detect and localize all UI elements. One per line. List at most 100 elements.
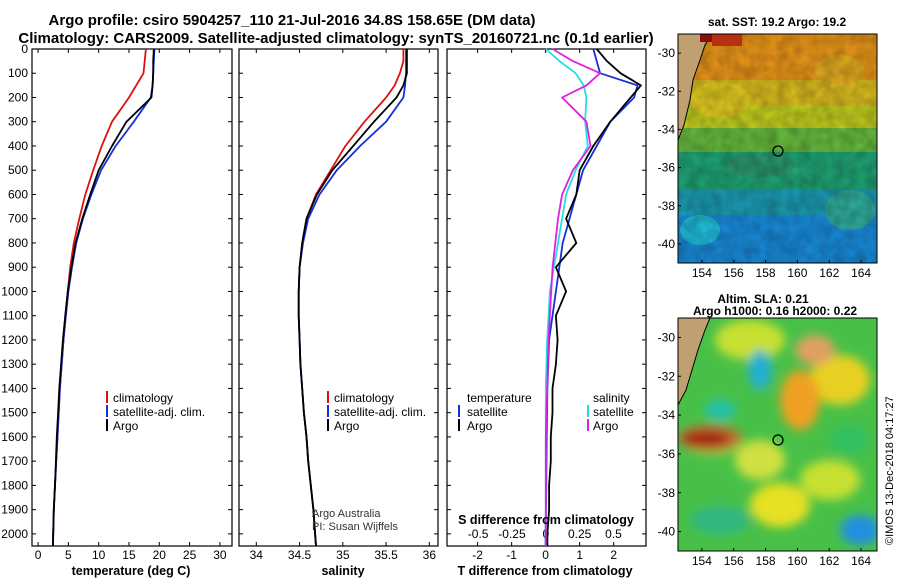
x-tick-label: 10 bbox=[92, 548, 106, 562]
map-lat-tick-label: -38 bbox=[658, 486, 676, 500]
sla-map-title-2: Argo h1000: 0.16 h2000: 0.22 bbox=[693, 304, 857, 318]
depth-tick-label: 1600 bbox=[1, 430, 28, 444]
s-diff-tick-label: -0.25 bbox=[498, 527, 526, 541]
depth-tick-label: 600 bbox=[8, 187, 28, 201]
imos-stamp: ©IMOS 13-Dec-2018 04:17:27 bbox=[884, 396, 896, 545]
map-lat-tick-label: -36 bbox=[658, 161, 676, 175]
map-lon-tick-label: 156 bbox=[724, 266, 744, 280]
salinity-panel bbox=[238, 48, 439, 547]
differences-from-climatology-salinity-argo-line bbox=[544, 48, 601, 546]
credit-line-1: Argo Australia bbox=[312, 508, 381, 520]
depth-tick-label: 1100 bbox=[2, 309, 28, 323]
s-difference-axis-label: S difference from climatology bbox=[458, 513, 634, 527]
svg-text:climatology: climatology bbox=[334, 391, 394, 405]
temperature-axis-label: temperature (deg C) bbox=[72, 564, 191, 578]
map-tick-labels: 154 156 158 160 162 164 -30 -32 -34 -36 -38 -40 154 1… bbox=[658, 46, 872, 568]
t-difference-axis-label: T difference from climatology bbox=[457, 564, 632, 578]
svg-text:satellite-adj. clim.: satellite-adj. clim. bbox=[113, 405, 205, 419]
x-tick-label: 0 bbox=[35, 548, 42, 562]
depth-tick-label: 0 bbox=[21, 42, 28, 56]
x-tick-label: 1 bbox=[576, 548, 583, 562]
salinity-profile-argo-line bbox=[297, 49, 408, 547]
map-lon-tick-label: 158 bbox=[756, 554, 776, 568]
map-lat-tick-label: -32 bbox=[658, 84, 676, 98]
svg-text:Argo: Argo bbox=[113, 419, 139, 433]
x-tick-label: 2 bbox=[610, 548, 617, 562]
depth-tick-label: 1700 bbox=[1, 454, 28, 468]
x-tick-label: -2 bbox=[472, 548, 483, 562]
depth-tick-label: 800 bbox=[8, 236, 28, 250]
map-lon-tick-label: 160 bbox=[787, 266, 807, 280]
map-lon-tick-label: 154 bbox=[692, 266, 712, 280]
differences-from-climatology-temperature-argo-line bbox=[546, 48, 642, 546]
map-lon-tick-label: 154 bbox=[692, 554, 712, 568]
salinity-axis-label: salinity bbox=[321, 564, 364, 578]
depth-tick-label: 1400 bbox=[1, 381, 28, 395]
map-lon-tick-label: 162 bbox=[819, 554, 839, 568]
sst-map-frame bbox=[677, 33, 878, 264]
title-line-2: Climatology: CARS2009. Satellite-adjuste… bbox=[18, 30, 653, 47]
sst-argo-location-marker bbox=[772, 145, 784, 157]
map-lon-tick-label: 164 bbox=[851, 266, 871, 280]
depth-tick-labels: 0 100 200 300 400 500 600 700 800 900 1000 1100 1200… bbox=[1, 42, 28, 541]
depth-tick-label: 700 bbox=[8, 212, 28, 226]
depth-tick-label: 2000 bbox=[1, 527, 28, 541]
x-tick-label: 36 bbox=[423, 548, 437, 562]
depth-tick-label: 100 bbox=[8, 66, 28, 80]
svg-text:Argo: Argo bbox=[467, 419, 493, 433]
depth-tick-label: 1800 bbox=[1, 478, 28, 492]
depth-tick-label: 1000 bbox=[1, 284, 28, 298]
sla-map-frame bbox=[677, 317, 878, 552]
depth-tick-label: 1900 bbox=[1, 503, 28, 517]
depth-tick-label: 300 bbox=[8, 115, 28, 129]
x-tick-label: 34.5 bbox=[288, 548, 312, 562]
map-lat-tick-label: -38 bbox=[658, 199, 676, 213]
depth-tick-label: 1500 bbox=[1, 406, 28, 420]
svg-text:temperature: temperature bbox=[467, 391, 532, 405]
x-tick-label: -1 bbox=[506, 548, 517, 562]
map-lon-tick-label: 158 bbox=[756, 266, 776, 280]
x-tick-label: 5 bbox=[65, 548, 72, 562]
depth-tick-label: 500 bbox=[8, 163, 28, 177]
map-lat-tick-label: -36 bbox=[658, 447, 676, 461]
difference-legend-salinity: salinity satellite Argo bbox=[587, 391, 634, 433]
map-lat-tick-label: -40 bbox=[658, 525, 676, 539]
svg-text:Argo: Argo bbox=[593, 419, 619, 433]
x-tick-label: 35 bbox=[336, 548, 350, 562]
s-diff-tick-label: 0.5 bbox=[605, 527, 622, 541]
sst-map-title: sat. SST: 19.2 Argo: 19.2 bbox=[708, 15, 847, 29]
map-lat-tick-label: -32 bbox=[658, 369, 676, 383]
profile-lines bbox=[52, 48, 642, 547]
salinity-legend: climatology satellite-adj. clim. Argo bbox=[327, 391, 426, 433]
x-tick-labels: 0 5 10 15 20 25 30 34 34.5 35 35.5 36 -2 -1 0 1 2 -0.5 -0.… bbox=[35, 527, 622, 562]
temperature-panel bbox=[31, 48, 233, 547]
sst-map bbox=[678, 34, 877, 263]
svg-text:satellite: satellite bbox=[593, 405, 634, 419]
map-lat-tick-label: -34 bbox=[658, 408, 676, 422]
x-tick-label: 20 bbox=[153, 548, 167, 562]
temperature-legend: climatology satellite-adj. clim. Argo bbox=[106, 391, 205, 433]
sla-map-title: Altim. SLA: 0.21 bbox=[717, 292, 809, 306]
s-diff-tick-label: -0.5 bbox=[468, 527, 489, 541]
map-lon-tick-label: 162 bbox=[819, 266, 839, 280]
map-lon-tick-label: 164 bbox=[851, 554, 871, 568]
x-tick-label: 34 bbox=[250, 548, 264, 562]
s-diff-tick-label: 0.25 bbox=[568, 527, 592, 541]
tick-marks bbox=[32, 48, 646, 546]
x-tick-label: 30 bbox=[213, 548, 227, 562]
map-lat-tick-label: -34 bbox=[658, 122, 676, 136]
svg-text:satellite-adj. clim.: satellite-adj. clim. bbox=[334, 405, 426, 419]
map-lon-tick-label: 156 bbox=[724, 554, 744, 568]
map-lat-tick-label: -40 bbox=[658, 237, 676, 251]
depth-tick-label: 400 bbox=[8, 139, 28, 153]
svg-text:Argo: Argo bbox=[334, 419, 360, 433]
x-tick-label: 15 bbox=[122, 548, 136, 562]
title-line-1: Argo profile: csiro 5904257_110 21-Jul-2… bbox=[49, 12, 536, 29]
svg-text:salinity: salinity bbox=[593, 391, 630, 405]
depth-tick-label: 1300 bbox=[1, 357, 28, 371]
map-lon-tick-label: 160 bbox=[787, 554, 807, 568]
svg-text:satellite: satellite bbox=[467, 405, 508, 419]
x-tick-label: 25 bbox=[183, 548, 197, 562]
difference-legend-temperature: temperature satellite Argo bbox=[458, 391, 532, 433]
